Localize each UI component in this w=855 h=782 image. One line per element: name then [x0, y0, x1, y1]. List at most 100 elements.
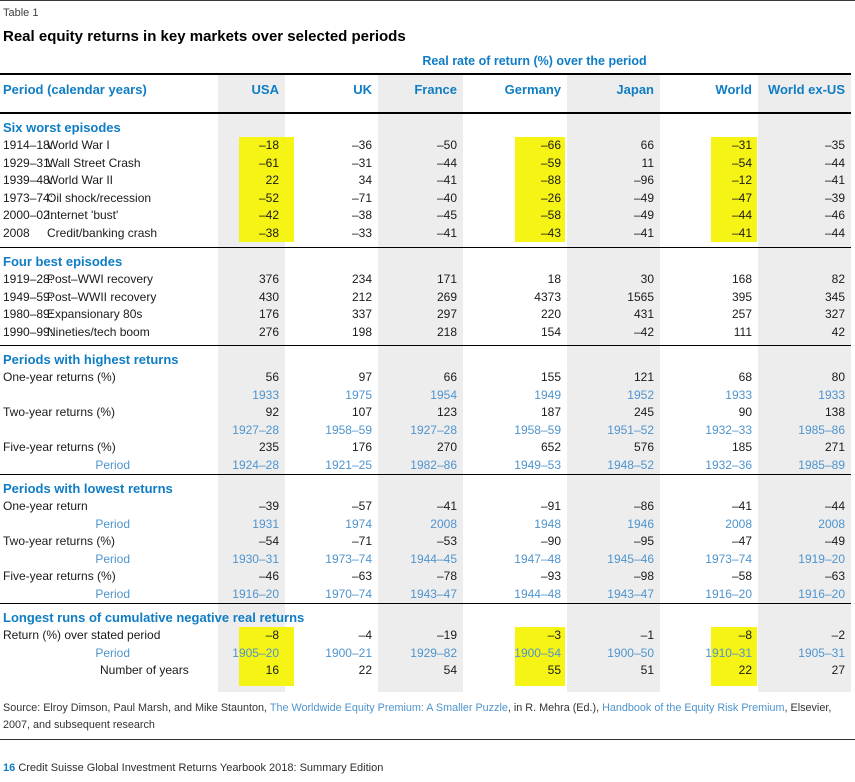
table-row: Return (%) over stated period –8 –4 –19 –3 –1…: [0, 627, 851, 645]
cell-value: 97: [358, 370, 372, 384]
page-number: 16: [3, 761, 16, 774]
cell-value: –41: [660, 224, 758, 243]
section-cell: [463, 475, 567, 498]
section-cell: [567, 114, 660, 137]
section-title: Longest runs of cumulative negative real…: [3, 610, 305, 625]
cell-value: –44: [378, 154, 463, 172]
cell-value: 68: [738, 370, 752, 384]
cell-value: 2008: [725, 516, 752, 531]
cell-value: –58: [463, 207, 567, 225]
cell-value: 1927–28: [378, 421, 463, 439]
cell-value: –78: [378, 568, 463, 586]
cell-value: 1943–47: [378, 585, 463, 603]
cell-value: –44: [758, 498, 851, 516]
cell-value: –44: [758, 224, 851, 242]
section-cell: [463, 604, 567, 627]
cell-value: 22: [218, 172, 294, 190]
source-link[interactable]: Handbook of the Equity Risk Premium: [602, 701, 785, 714]
cell-value: 111: [733, 324, 752, 339]
cell-value: 1944–48: [514, 586, 561, 601]
cell-value: 54: [378, 662, 463, 680]
cell-value: 1973–74: [325, 551, 372, 566]
tail-cell: [660, 679, 758, 692]
source-note: Source: Elroy Dimson, Paul Marsh, and Mi…: [0, 700, 852, 734]
cell-value: 22: [358, 663, 372, 677]
table-row: 1929–31:Wall Street Crash –61 –31 –44 –59 11–…: [0, 154, 851, 173]
table-row: 1980–89:Expansionary 80s 176 337 297 220 431 2…: [0, 306, 851, 324]
section-cell: [285, 475, 378, 498]
cell-value: 234: [351, 272, 372, 286]
table-row: 1990–99:Nineties/tech boom 276 198 218 154 –4…: [0, 323, 851, 341]
table-row: Period 1905–20 1900–21 1929–82 1900–54 1900–5…: [0, 644, 851, 662]
table-row: Five-year returns (%) –46 –63 –78 –93 –98 –58–…: [0, 568, 851, 586]
cell-value: 56: [218, 369, 285, 387]
cell-value: –2: [758, 627, 851, 645]
cell-value: 11: [567, 154, 660, 172]
cell-value: –47: [731, 534, 752, 548]
cell-value: 1945–46: [567, 550, 660, 568]
section-row: Longest runs of cumulative negative real…: [0, 603, 851, 627]
cell-value: –71: [351, 190, 372, 205]
row-label: Period: [95, 586, 130, 601]
source-text: , in R. Mehra (Ed.),: [507, 701, 603, 714]
pad-cell: [285, 341, 378, 345]
pad-cell: [218, 242, 285, 247]
column-header: France: [378, 75, 463, 112]
cell-value: –33: [351, 225, 372, 240]
pad-cell: [463, 242, 567, 247]
row-label: Two-year returns (%): [3, 534, 116, 548]
section-cell: [660, 114, 758, 137]
cell-value: 1900–21: [325, 645, 372, 660]
cell-value: 1951–52: [567, 421, 660, 439]
cell-value: 245: [567, 404, 660, 422]
cell-value: 431: [567, 306, 660, 324]
table-row: One-year returns (%) 56 97 66 155 121 68 80: [0, 369, 851, 387]
cell-value: –49: [567, 189, 660, 207]
pad-cell: [463, 341, 567, 345]
cell-value: –93: [540, 569, 561, 583]
section-cell: [758, 604, 851, 627]
cell-value: –46: [218, 568, 285, 586]
cell-value: 270: [378, 439, 463, 457]
table-row: Number of years 16 22 54 55 51 22 27: [0, 662, 851, 680]
section-row: Periods with highest returns: [0, 345, 851, 369]
section-pad: [0, 242, 851, 247]
cell-value: –19: [378, 627, 463, 645]
row-label: 1919–28:Post–WWI recovery: [0, 271, 218, 289]
cell-value: 66: [567, 137, 660, 155]
cell-value: 171: [378, 271, 463, 289]
cell-value: 1985–89: [758, 456, 851, 474]
cell-value: 1958–59: [325, 422, 372, 437]
source-link[interactable]: The Worldwide Equity Premium: A Smaller …: [269, 701, 508, 714]
cell-value: –31: [351, 155, 372, 170]
cell-value: –41: [378, 498, 463, 516]
cell-value: –57: [351, 499, 372, 513]
cell-value: 1927–28: [218, 421, 285, 439]
column-header: UK: [353, 82, 372, 97]
section-header: Longest runs of cumulative negative real…: [0, 604, 304, 627]
cell-value: 1905–31: [758, 644, 851, 662]
cell-value: 1954: [378, 386, 463, 404]
cell-value: 1975: [345, 387, 372, 402]
table-row: Two-year returns (%) –54 –71 –53 –90 –95 –47 –4…: [0, 533, 851, 551]
table-row: Two-year returns (%) 92 107 123 187 245 90 138: [0, 404, 851, 422]
table-row: Period 1916–20 1970–74 1943–47 1944–48 1943–4…: [0, 585, 851, 603]
cell-value: 1948: [534, 516, 561, 531]
section-cell: [378, 604, 463, 627]
pad-cell: [660, 242, 758, 247]
cell-value: 1916–20: [705, 586, 752, 601]
pad-cell: [378, 341, 463, 345]
tail-cell: [567, 679, 660, 692]
row-period: 1949–59:: [3, 289, 54, 304]
row-label: Five-year returns (%): [3, 440, 116, 454]
section-pad: [0, 341, 851, 345]
cell-value: –59: [463, 154, 567, 173]
cell-value: 212: [351, 289, 372, 304]
row-label: Period: [95, 516, 130, 531]
tail-cell: [463, 679, 567, 692]
section-header: Four best episodes: [0, 248, 218, 271]
cell-value: –63: [351, 569, 372, 583]
cell-value: 1949: [534, 387, 561, 402]
cell-value: –1: [567, 627, 660, 645]
